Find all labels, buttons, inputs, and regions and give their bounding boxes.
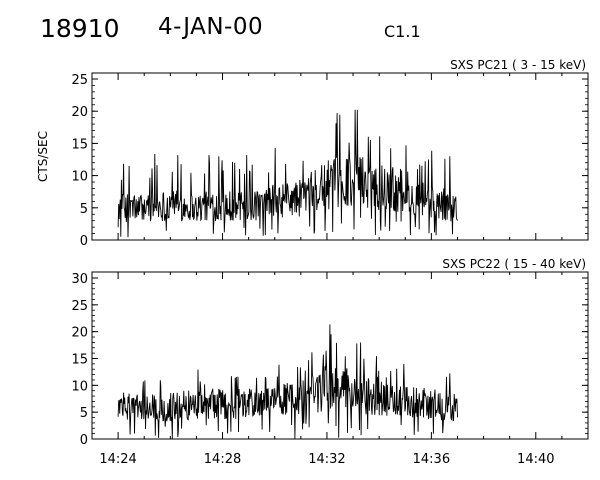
y-tick-label: 25	[71, 73, 88, 88]
plot-frame	[91, 271, 589, 440]
y-axis-label: CTS/SEC	[36, 131, 50, 182]
y-tick-label: 5	[80, 202, 88, 217]
y-tick-label: 15	[71, 137, 88, 152]
x-tick-label: 14:32	[308, 452, 345, 467]
panel-title: SXS PC22 ( 15 - 40 keV)	[442, 257, 586, 271]
x-tick-label: 14:40	[517, 452, 554, 467]
y-tick-label: 5	[80, 406, 88, 421]
series-line	[117, 324, 458, 439]
y-tick-label: 20	[71, 326, 88, 341]
y-tick-label: 10	[71, 379, 88, 394]
y-tick-label: 20	[71, 105, 88, 120]
x-tick-label: 14:24	[99, 452, 136, 467]
event-id: 18910	[40, 14, 120, 43]
y-tick-label: 0	[80, 234, 88, 249]
event-date: 4-JAN-00	[158, 14, 264, 40]
y-tick-label: 0	[80, 433, 88, 448]
panel-title: SXS PC21 ( 3 - 15 keV)	[450, 58, 586, 72]
y-tick-label: 10	[71, 170, 88, 185]
x-tick-label: 14:28	[204, 452, 241, 467]
y-tick-label: 30	[71, 272, 88, 287]
y-tick-label: 25	[71, 299, 88, 314]
panel-1: SXS PC21 ( 3 - 15 keV) CTS/SEC 0 5 10 15 20 25	[36, 58, 589, 249]
x-tick-label: 14:36	[413, 452, 450, 467]
series-line	[117, 109, 458, 238]
panel-2: SXS PC22 ( 15 - 40 keV) 0 5 10 15 20 25 30 14:24…	[71, 257, 589, 467]
flare-class: C1.1	[384, 22, 421, 41]
y-tick-label: 15	[71, 353, 88, 368]
